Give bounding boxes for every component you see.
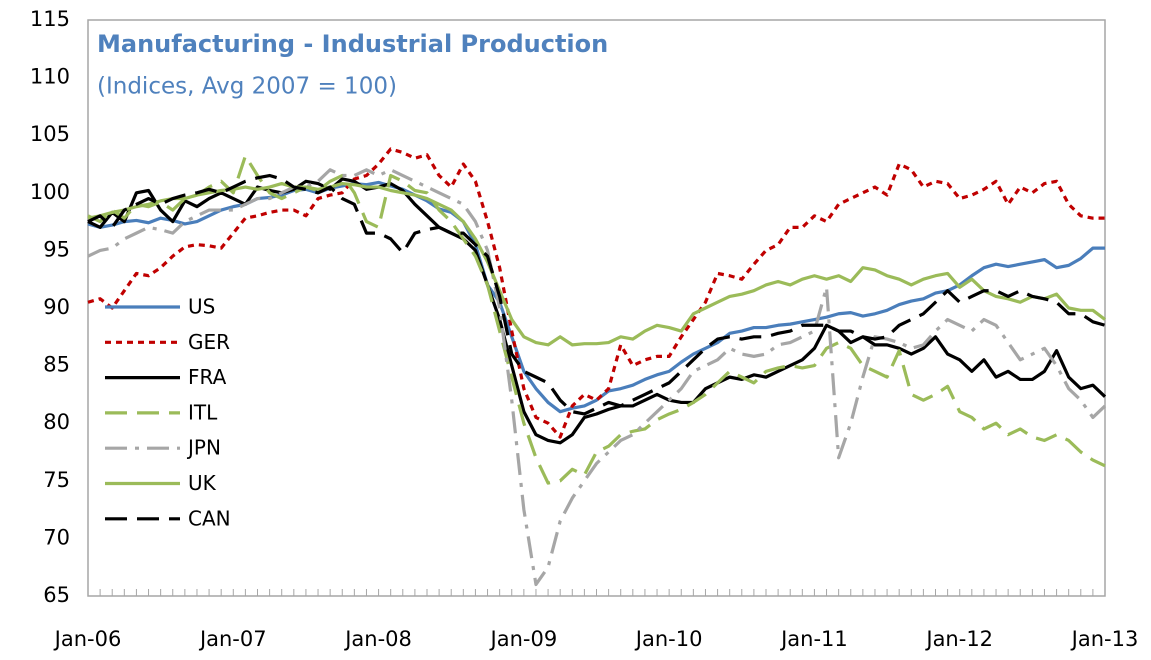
x-tick-label: Jan-10: [634, 627, 703, 651]
y-tick-label: 105: [30, 122, 70, 146]
y-tick-label: 90: [43, 295, 70, 319]
legend-label: US: [188, 295, 215, 319]
legend-label: UK: [188, 471, 217, 495]
legend-label: ITL: [188, 400, 218, 424]
series-line: [87, 154, 1106, 485]
chart-title: Manufacturing - Industrial Production: [97, 30, 608, 58]
series-line: [87, 177, 1107, 445]
y-tick-label: 115: [30, 7, 70, 31]
x-tick-label: Jan-07: [198, 627, 267, 651]
legend-label: GER: [188, 330, 230, 354]
y-tick-label: 80: [43, 410, 70, 434]
series-line: [87, 168, 1107, 587]
y-tick-label: 70: [43, 525, 70, 549]
legend-label: FRA: [188, 365, 227, 389]
x-tick-label: Jan-13: [1070, 627, 1139, 651]
x-tick-label: Jan-08: [343, 627, 412, 651]
series-line: [87, 173, 1106, 416]
y-tick-label: 95: [43, 237, 70, 261]
x-tick-label: Jan-09: [489, 627, 558, 651]
y-tick-label: 75: [43, 468, 70, 492]
legend-label: CAN: [188, 506, 231, 530]
y-tick-label: 100: [30, 180, 70, 204]
x-tick-label: Jan-11: [779, 627, 848, 651]
plot-frame: [87, 19, 1106, 597]
y-tick-label: 110: [30, 65, 70, 89]
y-tick-label: 65: [43, 583, 70, 607]
legend-label: JPN: [186, 436, 221, 460]
y-tick-label: 85: [43, 353, 70, 377]
series-line: [87, 181, 1106, 347]
x-tick-label: Jan-06: [53, 627, 122, 651]
chart-subtitle: (Indices, Avg 2007 = 100): [97, 74, 397, 100]
x-tick-label: Jan-12: [924, 627, 993, 651]
